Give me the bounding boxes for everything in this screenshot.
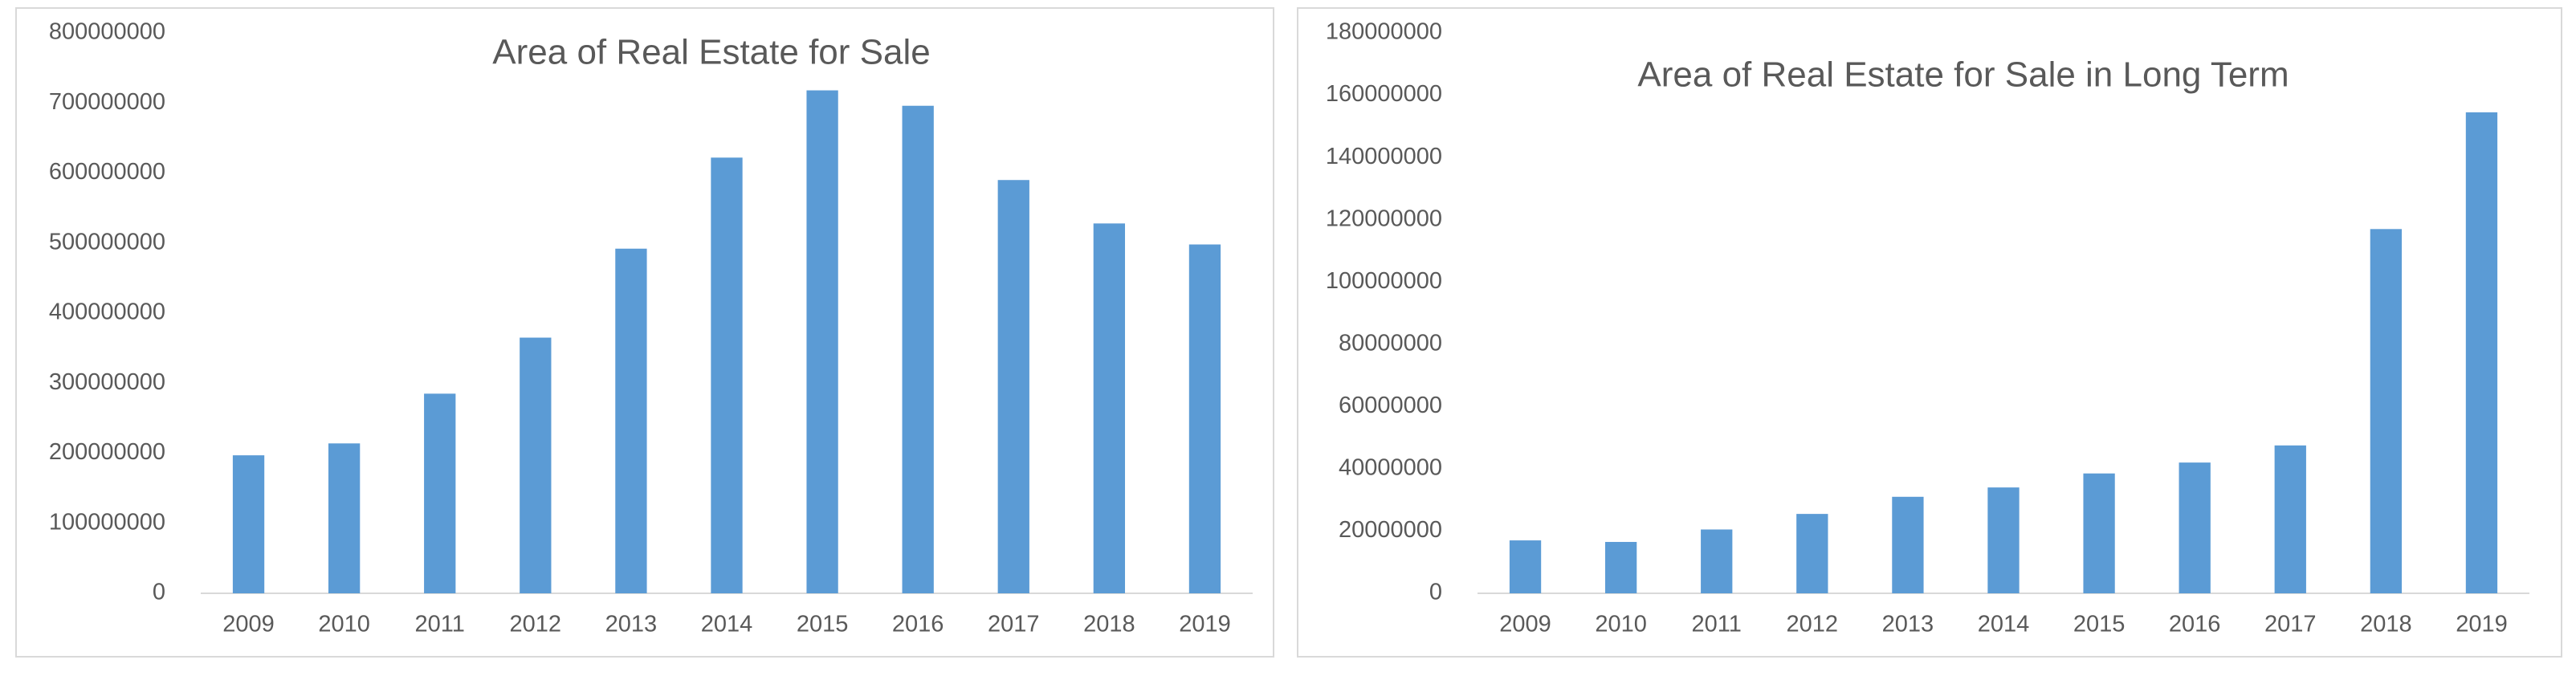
x-tick-label: 2010 <box>318 612 370 637</box>
bar <box>1093 223 1126 593</box>
y-tick-label: 800000000 <box>49 19 165 45</box>
x-tick-label: 2013 <box>1882 612 1934 637</box>
bar <box>1509 540 1542 593</box>
y-tick-label: 160000000 <box>1326 81 1442 107</box>
y-tick-label: 0 <box>153 580 165 605</box>
x-tick-label: 2019 <box>2456 612 2508 637</box>
y-tick-label: 100000000 <box>49 509 165 535</box>
x-tick-label: 2014 <box>1978 612 2030 637</box>
bar <box>1188 244 1221 593</box>
x-tick-label: 2009 <box>222 612 275 637</box>
bar <box>902 105 934 594</box>
bar <box>232 455 265 593</box>
bar <box>2179 462 2211 593</box>
x-tick-label: 2017 <box>988 612 1040 637</box>
bar <box>2083 473 2115 593</box>
bar <box>1987 487 2020 593</box>
y-tick-label: 120000000 <box>1326 206 1442 231</box>
y-tick-label: 20000000 <box>1339 517 1442 543</box>
bar <box>806 90 838 594</box>
bar <box>1892 496 1924 593</box>
x-tick-label: 2013 <box>605 612 658 637</box>
y-tick-label: 600000000 <box>49 159 165 185</box>
bar <box>328 443 361 593</box>
x-tick-label: 2018 <box>1083 612 1135 637</box>
x-tick-label: 2010 <box>1595 612 1647 637</box>
bar <box>2465 112 2498 594</box>
y-tick-label: 100000000 <box>1326 268 1442 294</box>
chart-frame <box>1297 7 2562 658</box>
bar <box>424 393 456 593</box>
y-tick-label: 80000000 <box>1339 330 1442 356</box>
x-tick-label: 2012 <box>1787 612 1839 637</box>
x-tick-label: 2011 <box>415 612 465 637</box>
x-tick-label: 2017 <box>2264 612 2317 637</box>
y-tick-label: 60000000 <box>1339 393 1442 418</box>
x-tick-label: 2015 <box>2073 612 2126 637</box>
bar <box>1604 542 1637 593</box>
x-tick-label: 2015 <box>797 612 849 637</box>
bar <box>997 180 1029 594</box>
y-tick-label: 700000000 <box>49 89 165 115</box>
bar <box>2274 445 2306 593</box>
x-tick-label: 2019 <box>1179 612 1231 637</box>
x-tick-label: 2018 <box>2360 612 2412 637</box>
y-tick-label: 400000000 <box>49 299 165 325</box>
y-tick-label: 140000000 <box>1326 144 1442 169</box>
chart-title: Area of Real Estate for Sale <box>492 33 930 72</box>
bar <box>711 157 743 593</box>
bar <box>2370 229 2403 593</box>
bar <box>1796 514 1828 593</box>
x-tick-label: 2016 <box>2169 612 2221 637</box>
x-tick-label: 2014 <box>701 612 753 637</box>
y-tick-label: 300000000 <box>49 369 165 395</box>
x-tick-label: 2011 <box>1692 612 1742 637</box>
y-tick-label: 200000000 <box>49 439 165 465</box>
y-tick-label: 0 <box>1429 580 1442 605</box>
x-tick-label: 2009 <box>1499 612 1551 637</box>
y-tick-label: 500000000 <box>49 229 165 255</box>
x-tick-label: 2016 <box>892 612 944 637</box>
x-tick-label: 2012 <box>510 612 562 637</box>
chart-title: Area of Real Estate for Sale in Long Ter… <box>1637 55 2289 95</box>
bar <box>615 248 647 593</box>
y-tick-label: 180000000 <box>1326 19 1442 45</box>
bar <box>520 337 552 593</box>
bar <box>1701 529 1733 593</box>
y-tick-label: 40000000 <box>1339 455 1442 481</box>
